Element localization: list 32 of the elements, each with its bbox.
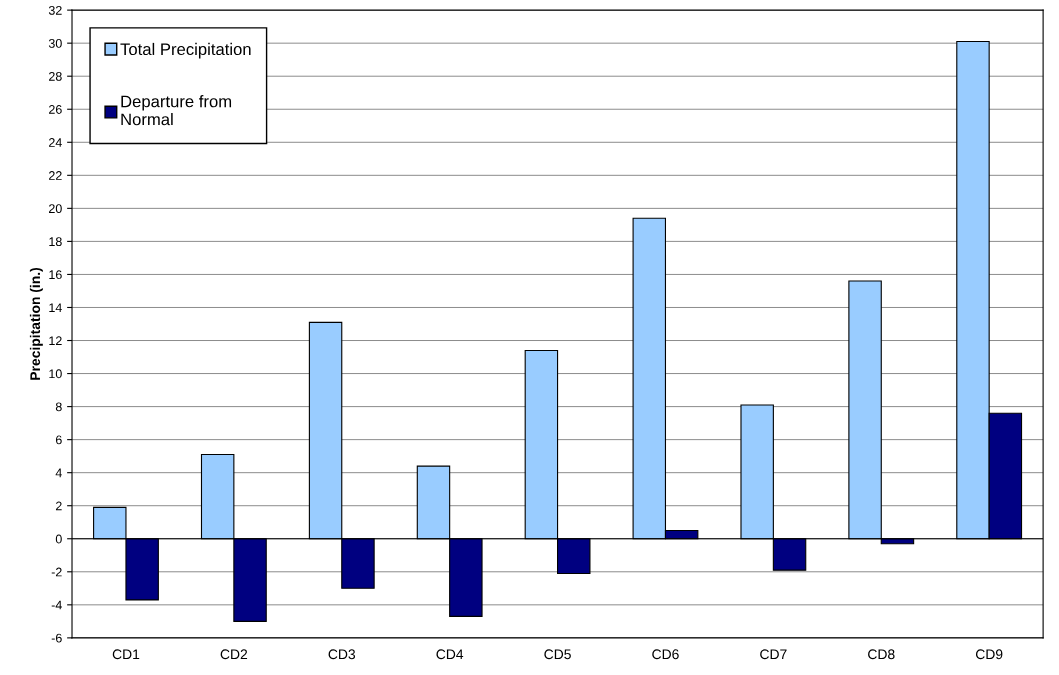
y-tick-label: -2 (51, 567, 62, 577)
y-tick-label: 4 (55, 468, 62, 478)
y-tick-label: 12 (49, 336, 62, 346)
y-tick-label: 16 (49, 270, 62, 280)
y-tick-label: 10 (49, 369, 62, 379)
y-tick-label: 26 (49, 105, 62, 114)
x-tick-label: CD8 (868, 649, 895, 660)
y-tick-label: 20 (49, 204, 62, 214)
legend-label: Total Precipitation (120, 42, 251, 59)
y-axis-title: Precipitation (in.) (29, 267, 43, 380)
legend-label: Departure from Normal (121, 95, 232, 126)
x-tick-label: CD9 (975, 649, 1003, 660)
y-tick-label: 24 (49, 138, 62, 147)
y-tick-label: -6 (51, 633, 62, 643)
x-tick-label: CD4 (436, 649, 464, 660)
y-tick-label: -4 (51, 600, 62, 610)
y-tick-label: 8 (55, 402, 62, 412)
y-tick-label: 32 (48, 5, 62, 15)
y-tick-label: 6 (55, 435, 62, 445)
x-tick-label: CD6 (652, 649, 679, 660)
x-tick-label: CD2 (220, 649, 248, 660)
x-tick-label: CD3 (328, 649, 356, 660)
y-tick-label: 30 (48, 38, 62, 48)
y-tick-label: 14 (49, 303, 62, 313)
y-tick-label: 28 (49, 72, 62, 81)
y-tick-label: 18 (49, 237, 62, 247)
x-tick-label: CD5 (544, 649, 571, 660)
y-tick-label: 2 (55, 501, 62, 511)
y-tick-label: 22 (49, 171, 62, 180)
y-tick-label: 0 (55, 534, 62, 544)
x-tick-label: CD7 (760, 649, 787, 660)
x-tick-label: CD1 (112, 649, 140, 660)
